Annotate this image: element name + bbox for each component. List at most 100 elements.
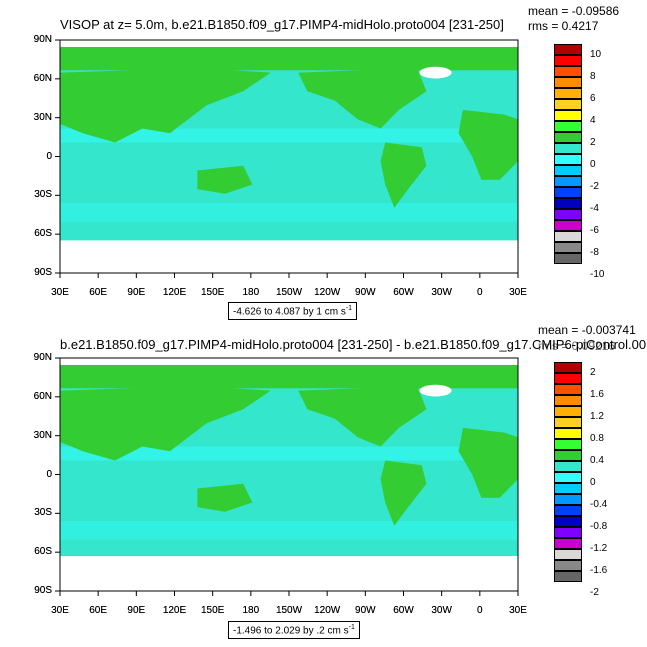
- bottom-colorbar-swatch: [554, 461, 582, 472]
- top-lon-label: 120W: [314, 287, 341, 298]
- bottom-lon-label: 30E: [509, 605, 527, 616]
- top-lat-label: 30N: [33, 111, 52, 123]
- top-colorbar-swatch: [554, 55, 582, 66]
- top-colorbar-label: 8: [590, 71, 596, 82]
- bottom-lon-label: 30W: [431, 605, 452, 616]
- bottom-lon-label: 90E: [127, 605, 146, 616]
- bottom-lon-label: 120W: [314, 605, 341, 616]
- bottom-equatorial-band: [60, 446, 518, 461]
- top-range-note: -4.626 to 4.087 by 1 cm s-1: [228, 302, 358, 321]
- bottom-landmass-4: [197, 483, 253, 512]
- bottom-lon-label: 150E: [200, 605, 225, 616]
- top-lat-label: 30S: [34, 189, 52, 201]
- top-panel-mean: mean = -0.09586: [528, 4, 620, 18]
- bottom-lat-label: 90S: [34, 585, 52, 596]
- bottom-lat-label: 30S: [34, 507, 52, 519]
- bottom-lat-label: 60S: [34, 546, 52, 558]
- top-colorbar-swatch: [554, 121, 582, 132]
- top-lon-label: 60E: [89, 287, 108, 298]
- bottom-colorbar-label: -2: [590, 587, 599, 598]
- bottom-colorbar-swatch: [554, 560, 582, 571]
- top-lon-label: 30E: [51, 287, 69, 298]
- top-colorbar-label: 10: [590, 49, 602, 60]
- top-colorbar-swatch: [554, 198, 582, 209]
- bottom-colorbar-swatch: [554, 505, 582, 516]
- top-lat-label: 60S: [34, 228, 52, 240]
- bottom-lon-label: 30E: [51, 605, 69, 616]
- top-lon-label: 150W: [275, 287, 303, 298]
- bottom-panel-title: b.e21.B1850.f09_g17.PIMP4-midHolo.proto0…: [60, 337, 647, 352]
- bottom-landmass-2: [298, 386, 427, 447]
- bottom-colorbar-swatch: [554, 439, 582, 450]
- bottom-lon-label: 150W: [275, 605, 303, 616]
- top-lat-label: 0: [46, 150, 52, 162]
- bottom-lat-label: 90N: [33, 352, 52, 363]
- top-lon-label: 60E: [89, 287, 108, 298]
- top-lat-label: 90S: [34, 267, 52, 278]
- top-lon-label: 30E: [509, 287, 527, 298]
- bottom-landmass-1: [458, 427, 518, 498]
- bottom-colorbar-swatch: [554, 406, 582, 417]
- top-colorbar-swatch: [554, 154, 582, 165]
- top-lon-label: 0: [477, 287, 483, 298]
- bottom-colorbar-swatch: [554, 571, 582, 582]
- top-colorbar-swatch: [554, 176, 582, 187]
- bottom-colorbar-swatch: [554, 362, 582, 373]
- top-colorbar-swatch: [554, 253, 582, 264]
- bottom-lon-label: 120E: [162, 605, 187, 616]
- top-lon-label: 30W: [431, 287, 452, 298]
- top-lon-label: 120E: [162, 287, 187, 298]
- bottom-colorbar-swatch: [554, 516, 582, 527]
- bottom-lon-label: 150E: [200, 605, 225, 616]
- bottom-landmass-0: [60, 386, 271, 461]
- bottom-colorbar-swatch: [554, 384, 582, 395]
- top-lon-label: 150W: [275, 287, 303, 298]
- bottom-lon-label: 0: [477, 605, 483, 616]
- top-colorbar-swatch: [554, 231, 582, 242]
- bottom-colorbar-label: 0: [590, 477, 596, 488]
- bottom-lat-label: 30N: [33, 429, 52, 441]
- bottom-colorbar-swatch: [554, 494, 582, 505]
- top-lat-label: 60N: [33, 72, 52, 84]
- top-lon-label: 30E: [51, 287, 69, 298]
- top-colorbar-swatch: [554, 88, 582, 99]
- bottom-greenland-mask: [419, 384, 452, 397]
- top-colorbar-swatch: [554, 187, 582, 198]
- top-colorbar-swatch: [554, 165, 582, 176]
- bottom-colorbar-label: -1.2: [590, 543, 608, 554]
- top-colorbar-swatch: [554, 66, 582, 77]
- bottom-colorbar-swatch: [554, 417, 582, 428]
- top-lon-label: 60W: [393, 287, 414, 298]
- top-colorbar-swatch: [554, 220, 582, 231]
- top-lat-label: 90S: [34, 267, 52, 278]
- bottom-colorbar-swatch: [554, 428, 582, 439]
- bottom-colorbar-swatch: [554, 472, 582, 483]
- bottom-lon-label: 60E: [89, 605, 108, 616]
- top-range-text: -4.626 to 4.087 by 1 cm s: [233, 306, 346, 318]
- bottom-lat-label: 90S: [34, 585, 52, 596]
- bottom-panel-mean: mean = -0.003741: [538, 323, 636, 337]
- top-colorbar-swatch: [554, 143, 582, 154]
- top-arctic-band: [60, 46, 518, 71]
- top-equatorial-band: [60, 128, 518, 143]
- top-colorbar-label: -10: [590, 269, 605, 280]
- bottom-lon-label: 60E: [89, 605, 108, 616]
- top-colorbar-label: 2: [590, 137, 596, 148]
- top-lon-label: 60W: [393, 287, 414, 298]
- top-lat-label: 60N: [33, 72, 52, 84]
- bottom-arctic-band: [60, 364, 518, 389]
- top-colorbar-swatch: [554, 77, 582, 88]
- top-lon-label: 150E: [200, 287, 225, 298]
- bottom-lon-label: 30W: [431, 605, 452, 616]
- bottom-range-note: -1.496 to 2.029 by .2 cm s-1: [228, 621, 360, 640]
- bottom-colorbar-swatch: [554, 450, 582, 461]
- top-colorbar-label: -2: [590, 181, 599, 192]
- top-landmass-4: [197, 165, 253, 194]
- bottom-lon-label: 0: [477, 605, 483, 616]
- bottom-lon-label: 60W: [393, 605, 414, 616]
- bottom-lat-label: 90N: [33, 352, 52, 363]
- top-lon-label: 90W: [355, 287, 376, 298]
- bottom-landmass-3: [380, 460, 427, 526]
